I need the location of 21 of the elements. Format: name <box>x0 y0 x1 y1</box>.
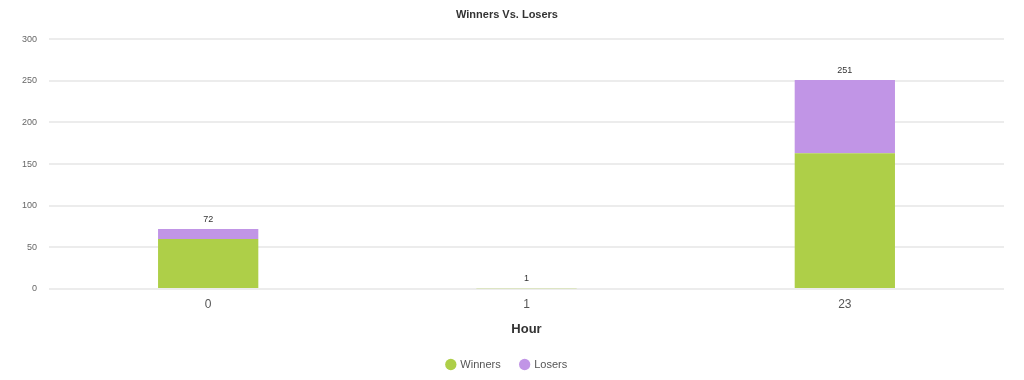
bar <box>158 229 259 240</box>
y-tick-label: 200 <box>21 116 38 127</box>
x-tick-label: 0 <box>204 296 212 311</box>
legend-label: Losers <box>534 357 568 370</box>
chart-title: Winners Vs. Losers <box>456 7 558 20</box>
y-tick-label: 100 <box>21 200 38 211</box>
x-tick-label: 23 <box>838 296 852 311</box>
total-label: 1 <box>524 273 530 284</box>
x-axis-title: Hour <box>511 320 542 336</box>
y-tick-label: 150 <box>21 158 38 169</box>
y-tick-label: 50 <box>27 241 38 252</box>
y-tick-label: 300 <box>21 33 38 44</box>
x-tick-label: 1 <box>523 296 531 311</box>
legend-label: Winners <box>460 357 502 370</box>
total-label: 251 <box>837 64 853 75</box>
bar <box>794 80 895 154</box>
total-label: 72 <box>203 214 214 225</box>
y-tick-label: 250 <box>21 75 38 86</box>
bar <box>794 153 895 288</box>
y-tick-label: 0 <box>32 283 38 294</box>
bar <box>158 239 259 288</box>
